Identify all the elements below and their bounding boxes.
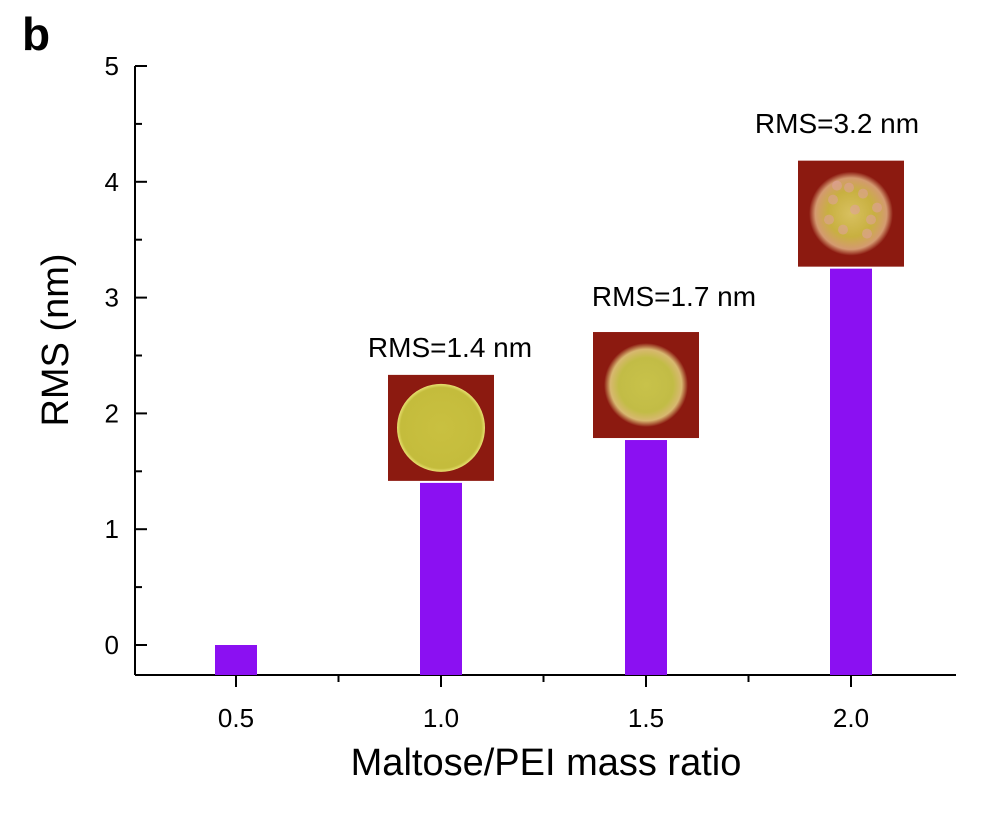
- x-tick-label: 1.0: [423, 703, 459, 733]
- bars: [215, 268, 872, 675]
- bar: [215, 645, 257, 675]
- y-axis-title: RMS (nm): [35, 253, 77, 426]
- x-tick-label: 2.0: [833, 703, 869, 733]
- x-tick-label: 0.5: [218, 703, 254, 733]
- inset-images: [388, 160, 904, 481]
- rms-annotation: RMS=1.7 nm: [592, 281, 756, 312]
- panel-label: b: [22, 8, 50, 60]
- y-ticks: 0 1 2 3 4 5: [105, 51, 147, 660]
- afm-image-smooth-disc: [388, 374, 494, 481]
- x-ticks: 0.5 1.0 1.5 2.0: [218, 675, 869, 733]
- y-tick-label: 1: [105, 514, 119, 544]
- y-tick-label: 5: [105, 51, 119, 81]
- afm-image-soft-disc: [593, 332, 699, 439]
- bar: [830, 268, 872, 675]
- x-tick-label: 1.5: [628, 703, 664, 733]
- plot-area: [134, 66, 956, 676]
- y-tick-label: 4: [105, 167, 119, 197]
- rms-annotation: RMS=1.4 nm: [368, 332, 532, 363]
- y-tick-label: 0: [105, 630, 119, 660]
- x-axis-title: Maltose/PEI mass ratio: [351, 742, 742, 784]
- y-tick-label: 2: [105, 398, 119, 428]
- bar: [420, 482, 462, 675]
- bar: [625, 440, 667, 675]
- rms-annotation: RMS=3.2 nm: [755, 108, 919, 139]
- y-tick-label: 3: [105, 283, 119, 313]
- annotations: RMS=1.4 nm RMS=1.7 nm RMS=3.2 nm: [368, 108, 919, 363]
- afm-image-rough-disc: [798, 160, 904, 267]
